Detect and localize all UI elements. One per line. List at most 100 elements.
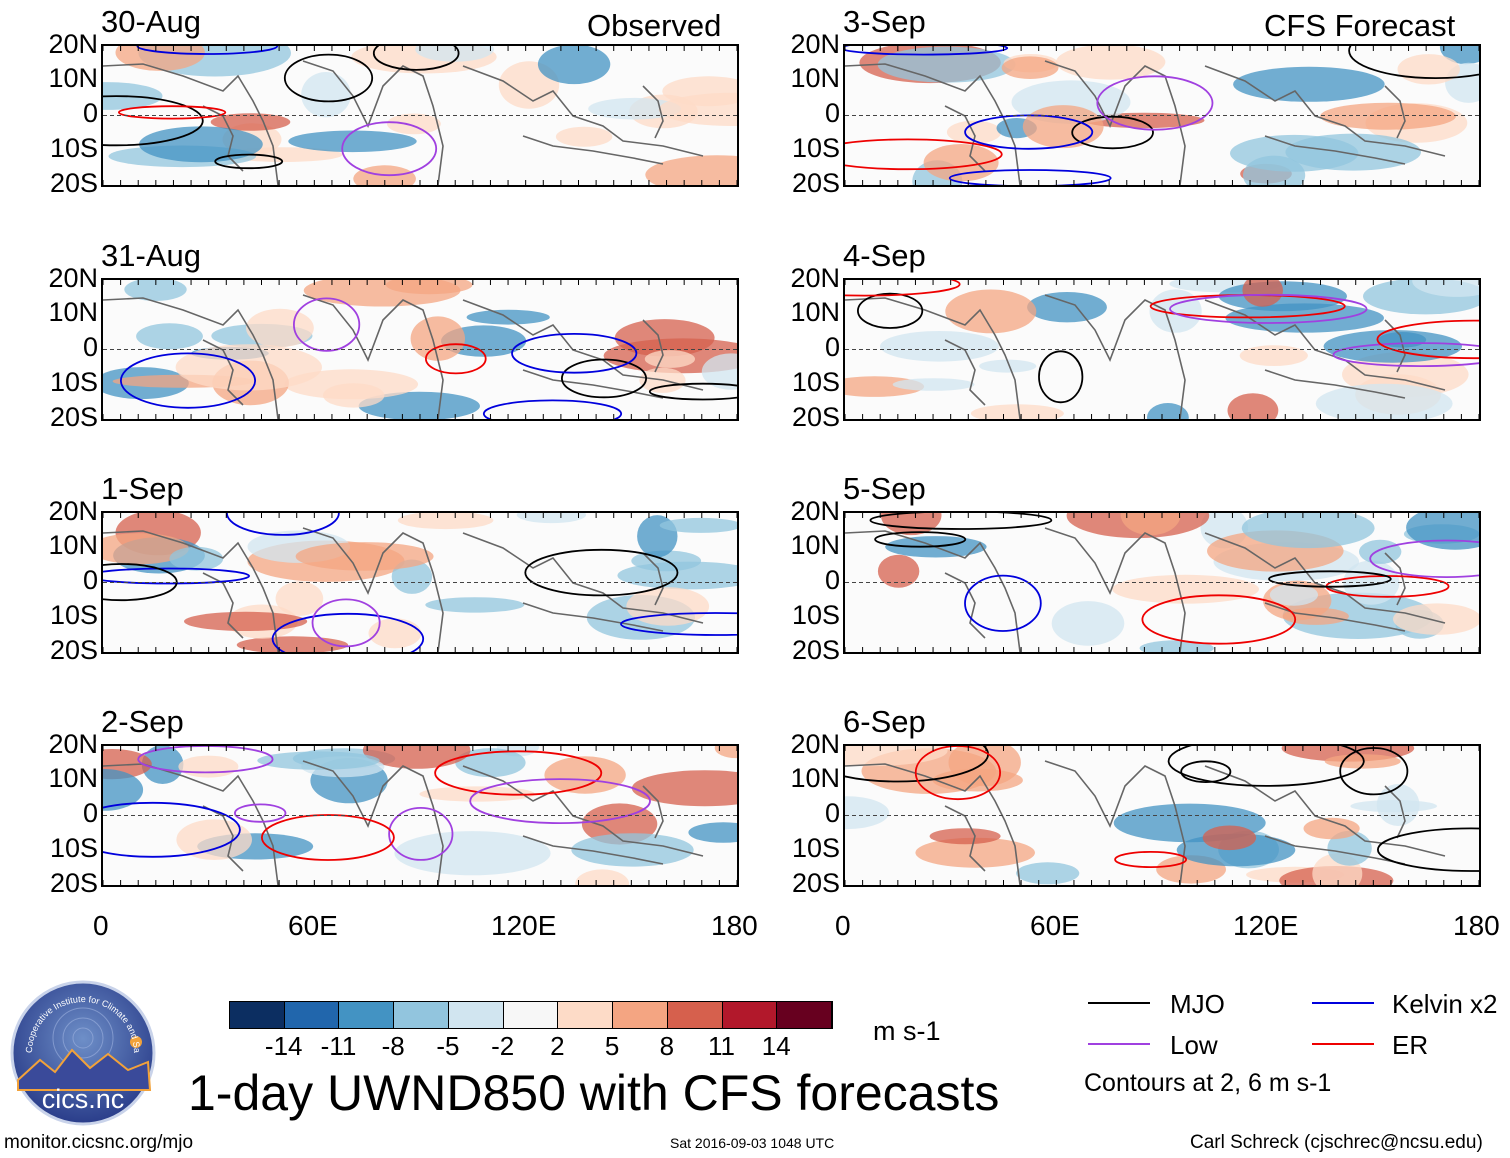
- figure-title: 1-day UWND850 with CFS forecasts: [188, 1065, 1000, 1121]
- lat-label: 20S: [49, 168, 98, 198]
- lat-label: 10N: [790, 763, 840, 793]
- lat-label: 0: [82, 565, 98, 595]
- lat-label: 0: [824, 798, 840, 828]
- lat-label: 10S: [49, 367, 98, 397]
- colorbar-segment: [558, 1002, 614, 1028]
- colorbar-segment: [503, 1002, 559, 1028]
- lat-label: 20S: [791, 635, 840, 665]
- lat-label: 20N: [790, 263, 840, 293]
- lat-label: 10N: [790, 297, 840, 327]
- lat-label: 10S: [49, 600, 98, 630]
- lat-label: 20N: [48, 263, 98, 293]
- map-panel-5-sep: [843, 511, 1481, 654]
- lat-label: 20N: [790, 29, 840, 59]
- lat-label: 20S: [791, 868, 840, 898]
- colorbar-segment: [339, 1002, 395, 1028]
- colorbar-tick-label: 5: [604, 1031, 620, 1061]
- lat-label: 10N: [48, 297, 98, 327]
- lat-label: 20N: [48, 29, 98, 59]
- panel-date-label: 2-Sep: [101, 704, 184, 739]
- lat-label: 0: [824, 332, 840, 362]
- legend-label: MJO: [1170, 989, 1225, 1019]
- lat-label: 10N: [790, 530, 840, 560]
- lon-label: 60E: [288, 910, 338, 941]
- legend-line-kelvin-x2: [1312, 1002, 1374, 1004]
- colorbar-units: m s-1: [873, 1016, 941, 1046]
- colorbar-tick-label: 2: [550, 1031, 565, 1061]
- map-panel-6-sep: [843, 744, 1481, 887]
- lat-label: 10S: [49, 133, 98, 163]
- observed-label: Observed: [587, 8, 722, 43]
- lon-label: 60E: [1030, 910, 1080, 941]
- colorbar-segment: [284, 1002, 340, 1028]
- panel-date-label: 6-Sep: [843, 704, 926, 739]
- lat-label: 10S: [791, 833, 840, 863]
- colorbar-tick-label: -5: [436, 1031, 460, 1061]
- legend-label: Low: [1170, 1030, 1218, 1060]
- legend-note: Contours at 2, 6 m s-1: [1084, 1069, 1332, 1097]
- lat-label: 20S: [791, 402, 840, 432]
- map-panel-4-sep: [843, 278, 1481, 421]
- colorbar-segment: [394, 1002, 449, 1028]
- lat-label: 0: [82, 798, 98, 828]
- map-panel-31-aug: [101, 278, 739, 421]
- lat-label: 20N: [48, 496, 98, 526]
- colorbar-tick-label: -8: [381, 1031, 405, 1061]
- colorbar-segment: [448, 1002, 504, 1028]
- lon-label: 0: [93, 910, 109, 941]
- legend-label: ER: [1392, 1030, 1429, 1060]
- map-panel-3-sep: [843, 44, 1481, 187]
- lat-label: 10S: [791, 367, 840, 397]
- colorbar-tick-label: 11: [708, 1031, 736, 1061]
- panel-date-label: 31-Aug: [101, 238, 201, 273]
- lon-label: 120E: [491, 910, 557, 941]
- colorbar: [229, 1001, 833, 1029]
- lon-label: 180: [711, 910, 758, 941]
- lat-label: 10N: [48, 530, 98, 560]
- panel-date-label: 4-Sep: [843, 238, 926, 273]
- colorbar-tick-label: 8: [659, 1031, 675, 1061]
- legend-line-low: [1088, 1043, 1150, 1045]
- forecast-label: CFS Forecast: [1264, 8, 1456, 43]
- colorbar-segment: [230, 1002, 285, 1028]
- author-credit: Carl Schreck (cjschrec@ncsu.edu): [1190, 1132, 1483, 1153]
- colorbar-tick-label: -2: [491, 1031, 515, 1061]
- lat-label: 20S: [791, 168, 840, 198]
- colorbar-segment: [722, 1002, 778, 1028]
- lat-label: 0: [824, 98, 840, 128]
- cics-logo: Cooperative Institute for Climate and Sa…: [7, 972, 156, 1126]
- lat-label: 20S: [49, 402, 98, 432]
- timestamp: Sat 2016-09-03 1048 UTC: [670, 1135, 835, 1151]
- lat-label: 20S: [49, 868, 98, 898]
- logo-name: cics.nc: [42, 1084, 125, 1114]
- colorbar-tick-label: 14: [761, 1031, 791, 1061]
- panel-date-label: 30-Aug: [101, 4, 201, 39]
- lon-label: 120E: [1233, 910, 1299, 941]
- lat-label: 0: [82, 332, 98, 362]
- lat-label: 10N: [48, 763, 98, 793]
- legend-line-er: [1312, 1043, 1374, 1045]
- lat-label: 10S: [791, 600, 840, 630]
- panel-date-label: 3-Sep: [843, 4, 926, 39]
- map-panel-2-sep: [101, 744, 739, 887]
- panel-date-label: 1-Sep: [101, 471, 184, 506]
- panel-date-label: 5-Sep: [843, 471, 926, 506]
- colorbar-segment: [613, 1002, 668, 1028]
- lat-label: 20N: [790, 729, 840, 759]
- lat-label: 20N: [790, 496, 840, 526]
- map-panel-30-aug: [101, 44, 739, 187]
- colorbar-tick-label: -14: [264, 1031, 303, 1061]
- colorbar-tick-label: -11: [320, 1031, 357, 1061]
- lat-label: 20N: [48, 729, 98, 759]
- legend-line-mjo: [1088, 1002, 1150, 1004]
- lat-label: 10N: [48, 63, 98, 93]
- lat-label: 10N: [790, 63, 840, 93]
- lat-label: 0: [82, 98, 98, 128]
- lat-label: 10S: [49, 833, 98, 863]
- website-url: monitor.cicsnc.org/mjo: [4, 1132, 194, 1153]
- lon-label: 0: [835, 910, 851, 941]
- colorbar-segment: [667, 1002, 723, 1028]
- map-panel-1-sep: [101, 511, 739, 654]
- lat-label: 10S: [791, 133, 840, 163]
- lat-label: 20S: [49, 635, 98, 665]
